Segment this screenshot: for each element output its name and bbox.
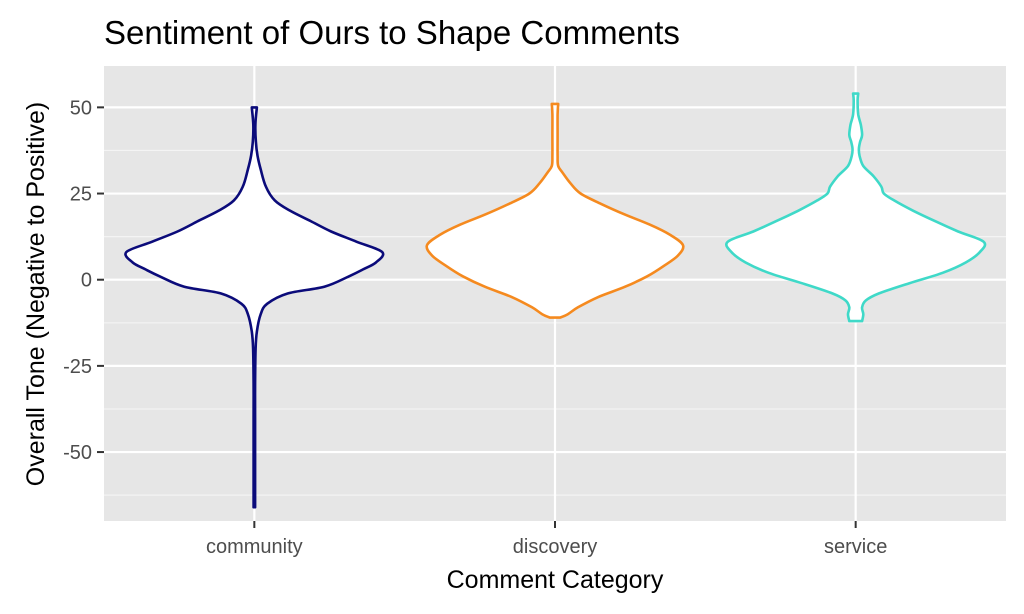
y-tick-label: 0 [81,270,92,292]
y-tick-label: -50 [63,442,92,464]
x-tick-label: community [206,536,303,558]
violins [124,92,987,509]
y-tick-label: -25 [63,356,92,378]
x-axis: community discovery service [206,521,887,558]
x-tick-label: service [824,536,887,558]
y-axis: 50 25 0 -25 -50 [63,97,104,464]
y-tick-label: 50 [70,97,92,119]
violin-discovery [425,102,685,319]
x-axis-title: Comment Category [447,566,664,594]
violin-community [124,106,385,509]
y-tick-label: 25 [70,184,92,206]
violin-service [725,92,987,323]
chart-title: Sentiment of Ours to Shape Comments [104,14,680,51]
y-axis-title: Overall Tone (Negative to Positive) [22,102,50,486]
x-tick-label: discovery [513,536,597,558]
